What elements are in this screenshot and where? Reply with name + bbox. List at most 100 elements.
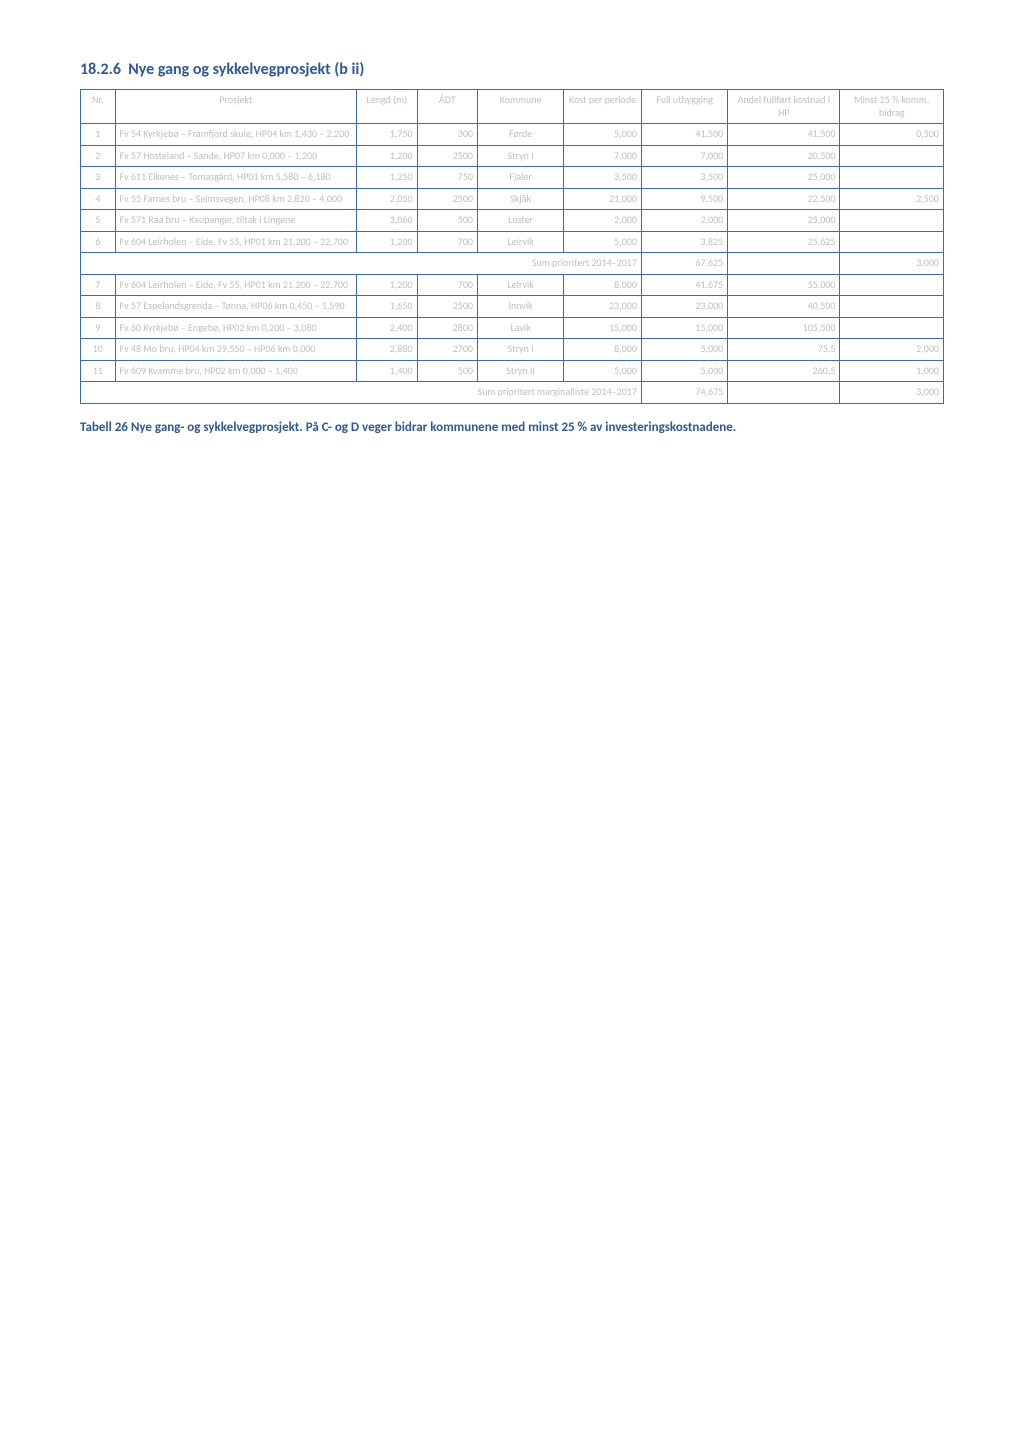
cell-komm: 2,500 [840, 188, 944, 210]
cell-komm: 1,000 [840, 360, 944, 382]
cell-aadt: 700 [417, 274, 477, 296]
cell-kostper: 8,000 [564, 274, 642, 296]
sum-full: 74,675 [641, 382, 727, 404]
cell-komm: 0,500 [840, 124, 944, 146]
cell-nr: 1 [81, 124, 116, 146]
cell-full: 7,000 [641, 145, 727, 167]
cell-andel: 22,500 [728, 188, 840, 210]
cell-kommune: Stryn I [477, 339, 563, 361]
cell-komm [840, 210, 944, 232]
cell-andel: 260,5 [728, 360, 840, 382]
cell-prosjekt: Fv 609 Kvamme bru, HP02 km 0,000 – 1,400 [115, 360, 357, 382]
cell-kostper: 15,000 [564, 317, 642, 339]
table-row: 11Fv 609 Kvamme bru, HP02 km 0,000 – 1,4… [81, 360, 944, 382]
cell-kostper: 5,000 [564, 360, 642, 382]
table-caption: Tabell 26 Nye gang- og sykkelvegprosjekt… [80, 420, 800, 435]
cell-komm [840, 145, 944, 167]
cell-lengd: 1,400 [357, 360, 417, 382]
cell-kostper: 5,000 [564, 124, 642, 146]
section-title-text: Nye gang og sykkelvegprosjekt (b ii) [128, 60, 364, 79]
col-kommune: Kommune [477, 90, 563, 124]
table-row: 8Fv 57 Espelandsgrenda – Tønna, HP06 km … [81, 296, 944, 318]
cell-kommune: Lavik [477, 317, 563, 339]
cell-full: 15,000 [641, 317, 727, 339]
cell-aadt: 2500 [417, 145, 477, 167]
cell-kostper: 5,000 [564, 231, 642, 253]
section-heading: 18.2.6 Nye gang og sykkelvegprosjekt (b … [80, 60, 944, 79]
cell-kommune: Stryn II [477, 360, 563, 382]
cell-nr: 3 [81, 167, 116, 189]
cell-aadt: 500 [417, 210, 477, 232]
cell-lengd: 2,400 [357, 317, 417, 339]
table-row: 3Fv 611 Eikenes – Tomasgård, HP01 km 5,5… [81, 167, 944, 189]
cell-prosjekt: Fv 48 Mo bru, HP04 km 29,550 – HP06 km 0… [115, 339, 357, 361]
sum-komm: 3,000 [840, 382, 944, 404]
table-row: 9Fv 60 Kyrkjebø – Engebø, HP02 km 0,200 … [81, 317, 944, 339]
sum-label: Sum prioritert marginalliste 2014–2017 [81, 382, 642, 404]
cell-nr: 5 [81, 210, 116, 232]
cell-komm [840, 274, 944, 296]
cell-andel: 75,5 [728, 339, 840, 361]
table-row: 1Fv 54 Kyrkjebø – Framfjord skule, HP04 … [81, 124, 944, 146]
cell-andel: 25,625 [728, 231, 840, 253]
table-row: 5Fv 571 Raa bru – Kaupanger, tiltak i Li… [81, 210, 944, 232]
cell-lengd: 1,200 [357, 145, 417, 167]
cell-komm [840, 317, 944, 339]
cell-full: 3,500 [641, 167, 727, 189]
cell-kostper: 23,000 [564, 296, 642, 318]
cell-kommune: Fjaler [477, 167, 563, 189]
cell-prosjekt: Fv 604 Leirholen – Eide, Fv 55, HP01 km … [115, 274, 357, 296]
cell-nr: 4 [81, 188, 116, 210]
cell-kommune: Leirvik [477, 231, 563, 253]
cell-andel: 20,500 [728, 145, 840, 167]
cell-aadt: 300 [417, 124, 477, 146]
table-row: 2Fv 57 Hosteland – Sande, HP07 km 0,000 … [81, 145, 944, 167]
cell-kommune: Førde [477, 124, 563, 146]
sum-komm: 3,000 [840, 253, 944, 275]
cell-komm [840, 231, 944, 253]
cell-andel: 25,000 [728, 167, 840, 189]
section-number: 18.2.6 [80, 60, 121, 79]
table-row: 10Fv 48 Mo bru, HP04 km 29,550 – HP06 km… [81, 339, 944, 361]
cell-prosjekt: Fv 60 Kyrkjebø – Engebø, HP02 km 0,200 –… [115, 317, 357, 339]
table-row: 4Fv 55 Farnes bru – Seimsvegen, HP08 km … [81, 188, 944, 210]
cell-nr: 9 [81, 317, 116, 339]
table-sum-row: Sum prioritert marginalliste 2014–201774… [81, 382, 944, 404]
cell-kostper: 2,000 [564, 210, 642, 232]
cell-nr: 10 [81, 339, 116, 361]
cell-andel: 40,500 [728, 296, 840, 318]
cell-andel: 25,000 [728, 210, 840, 232]
sum-blank [728, 253, 840, 275]
col-komm: Minst 25 % komm. bidrag [840, 90, 944, 124]
col-nr: Nr. [81, 90, 116, 124]
cell-kommune: Luster [477, 210, 563, 232]
cell-prosjekt: Fv 611 Eikenes – Tomasgård, HP01 km 5,58… [115, 167, 357, 189]
cell-andel: 41,500 [728, 124, 840, 146]
cell-lengd: 1,750 [357, 124, 417, 146]
cell-aadt: 700 [417, 231, 477, 253]
cell-kommune: Skjåk [477, 188, 563, 210]
cell-lengd: 1,250 [357, 167, 417, 189]
cell-prosjekt: Fv 571 Raa bru – Kaupanger, tiltak i Lin… [115, 210, 357, 232]
cell-nr: 11 [81, 360, 116, 382]
col-aadt: ÅDT [417, 90, 477, 124]
cell-kommune: Stryn I [477, 145, 563, 167]
table-row: 7Fv 604 Leirholen – Eide, Fv 55, HP01 km… [81, 274, 944, 296]
cell-aadt: 2800 [417, 317, 477, 339]
table-row: 6Fv 604 Leirholen – Eide, Fv 55, HP01 km… [81, 231, 944, 253]
cell-kostper: 3,500 [564, 167, 642, 189]
cell-kommune: Leirvik [477, 274, 563, 296]
cell-aadt: 2500 [417, 296, 477, 318]
cell-aadt: 750 [417, 167, 477, 189]
cell-full: 5,000 [641, 339, 727, 361]
cell-andel: 105,500 [728, 317, 840, 339]
cell-lengd: 3,060 [357, 210, 417, 232]
cell-aadt: 2500 [417, 188, 477, 210]
cell-aadt: 500 [417, 360, 477, 382]
cell-lengd: 1,200 [357, 231, 417, 253]
cell-komm [840, 167, 944, 189]
cell-komm [840, 296, 944, 318]
col-kostper: Kost per periode [564, 90, 642, 124]
cell-full: 41,675 [641, 274, 727, 296]
cell-andel: 55,000 [728, 274, 840, 296]
